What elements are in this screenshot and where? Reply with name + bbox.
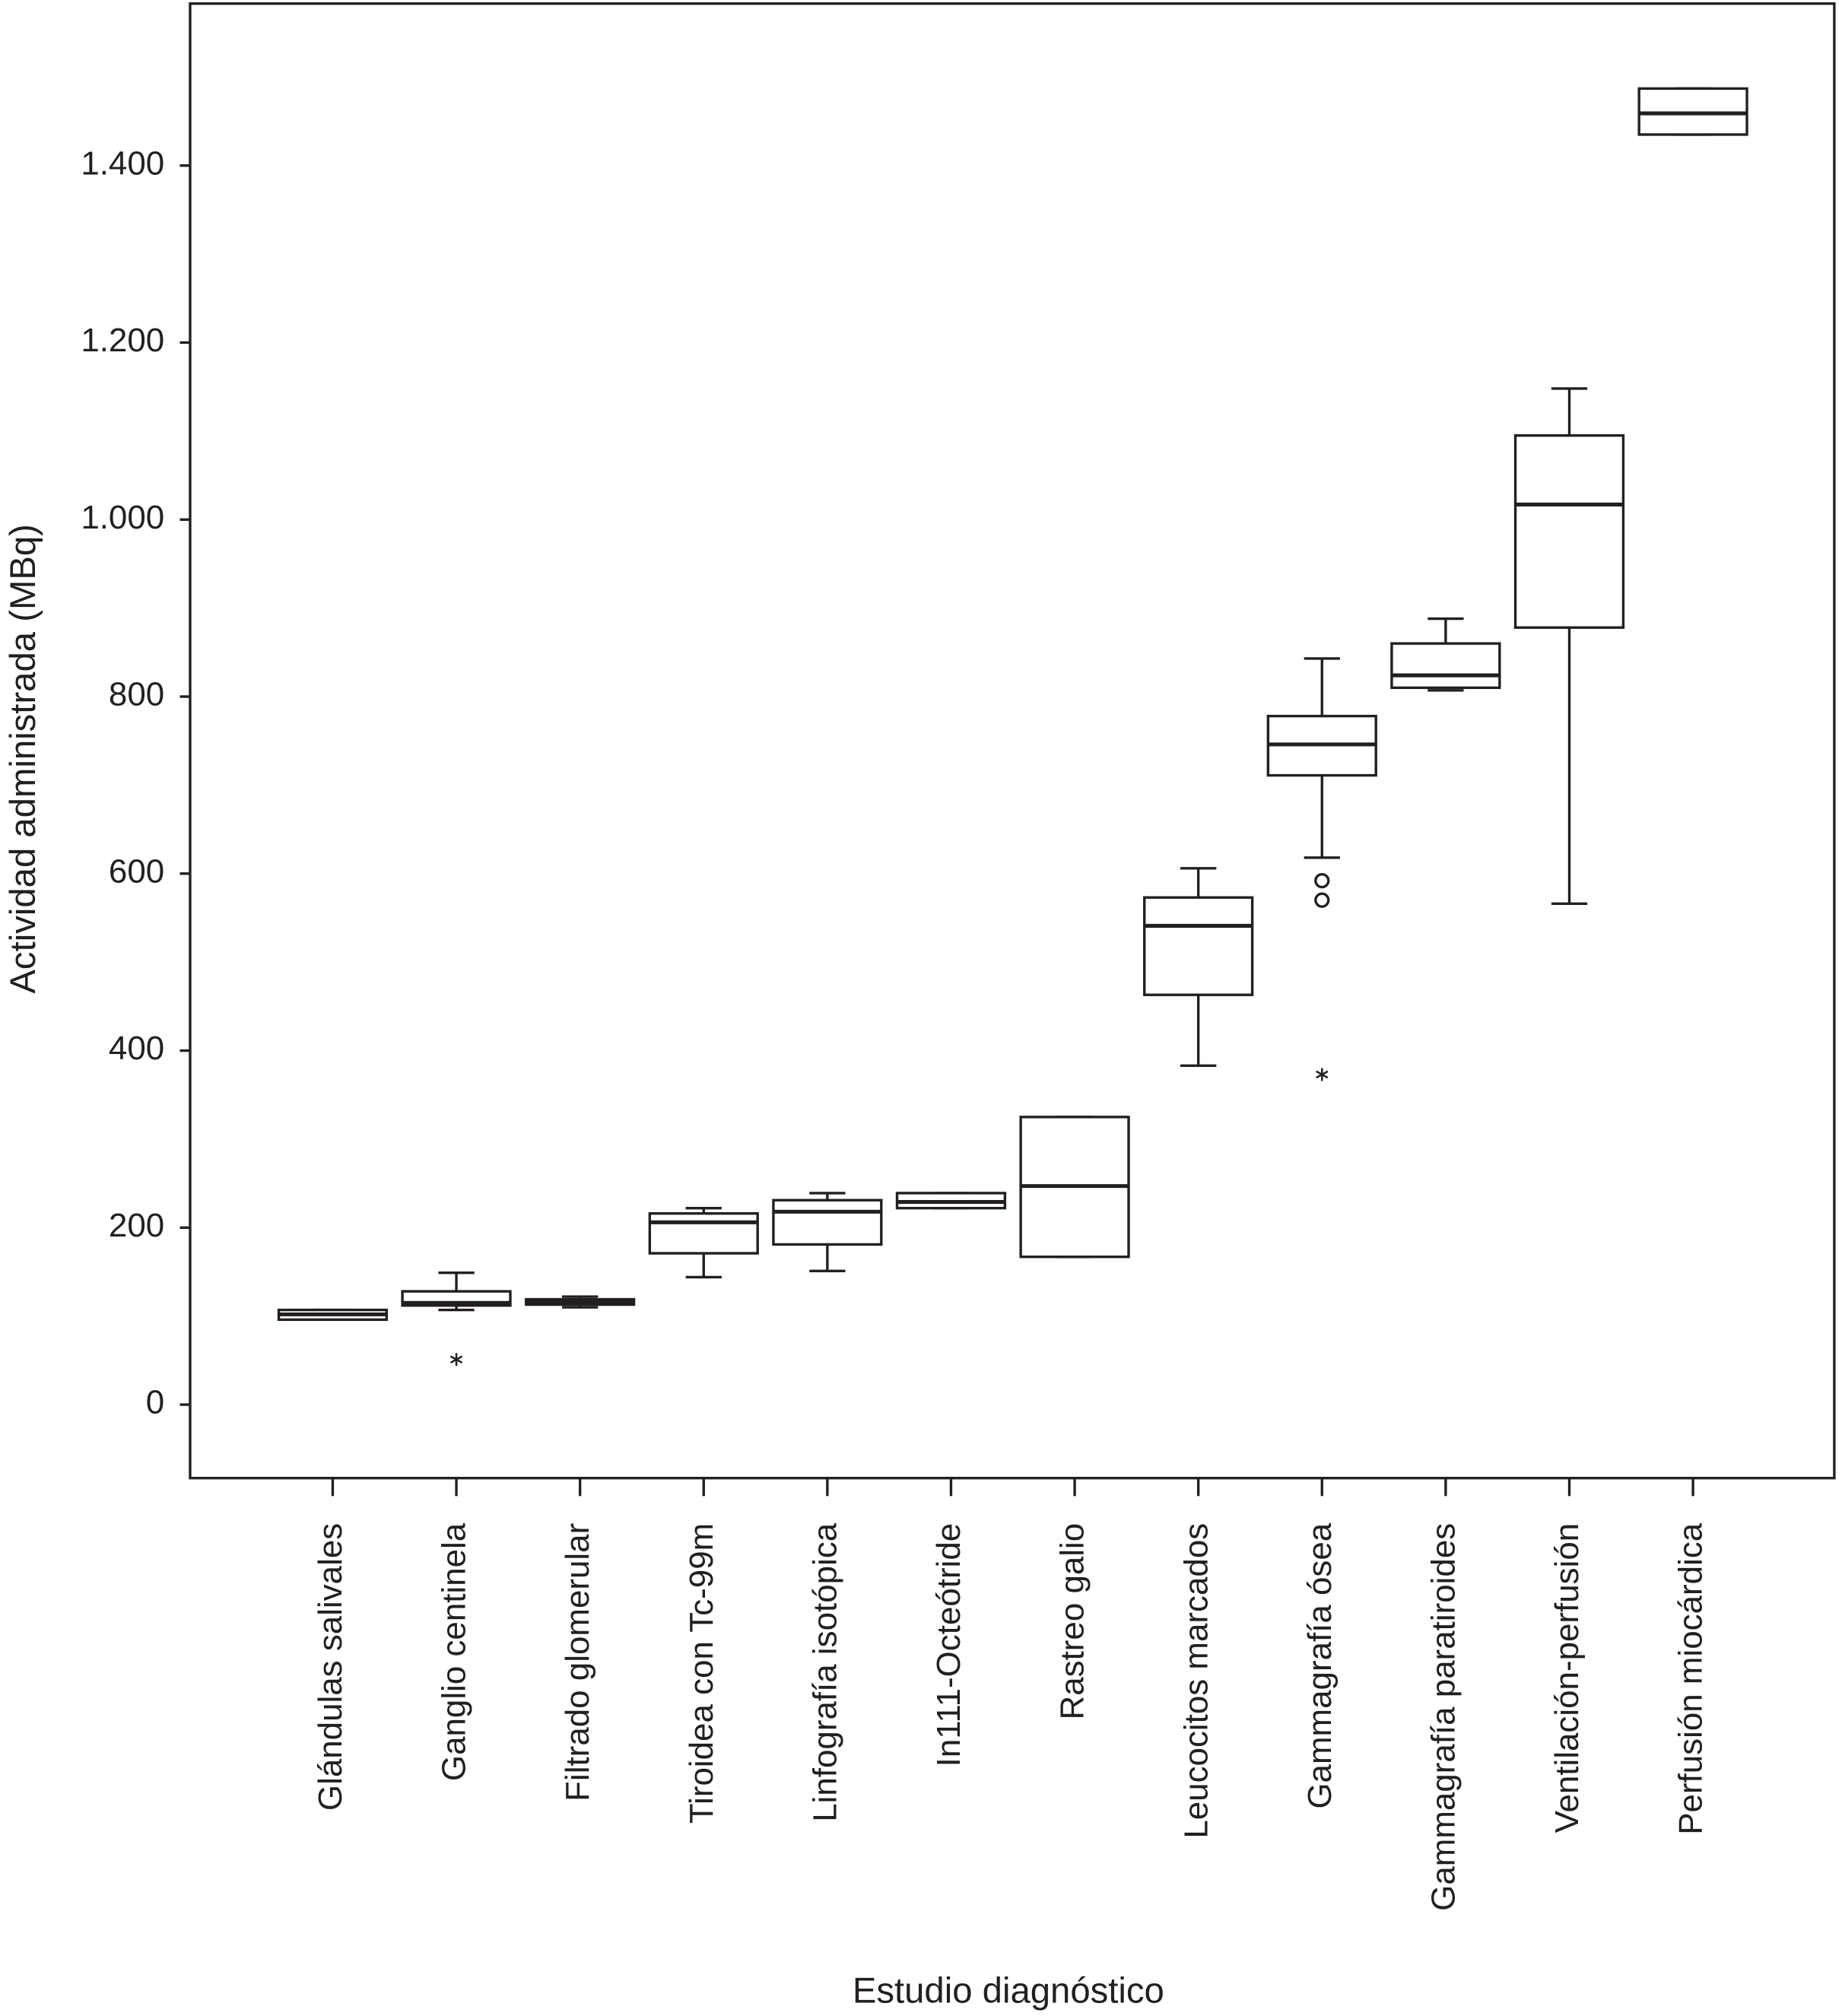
box	[1143, 896, 1254, 996]
x-tick-label: Glándulas salivales	[312, 1523, 349, 1811]
y-tick-label: 1.000	[81, 499, 164, 536]
box	[648, 1211, 759, 1255]
x-tick-label: Rastreo galio	[1054, 1523, 1091, 1720]
outlier	[1314, 892, 1330, 908]
x-tick-label: Ganglio centinela	[436, 1522, 473, 1781]
box	[772, 1198, 883, 1246]
y-axis-title: Actividad administrada (MBq)	[3, 524, 43, 994]
x-tick-label: Ventilación-perfusión	[1548, 1523, 1586, 1833]
x-tick-label: Gammagrafía ósea	[1301, 1522, 1339, 1808]
extreme-outlier	[1316, 1068, 1329, 1081]
box	[1513, 433, 1625, 629]
y-tick-label: 0	[146, 1384, 164, 1421]
y-tick-label: 400	[109, 1030, 164, 1067]
x-tick-label: Perfusión miocárdica	[1672, 1522, 1710, 1835]
x-tick-label: Leucocitos marcados	[1177, 1523, 1215, 1839]
y-tick-label: 1.400	[81, 144, 164, 182]
y-tick-label: 800	[109, 676, 164, 713]
x-tick-label: Tiroidea con Tc-99m	[683, 1523, 720, 1824]
y-tick-label: 1.200	[81, 322, 164, 359]
x-tick-label: Linfografía isotópica	[806, 1522, 843, 1822]
x-axis-title: Estudio diagnóstico	[853, 1970, 1164, 2011]
y-tick-label: 200	[109, 1207, 164, 1244]
y-tick-label: 600	[109, 852, 164, 890]
x-tick-label: Gammagrafía paratiroides	[1424, 1523, 1462, 1911]
x-tick-label: In111-Octeótride	[930, 1523, 967, 1767]
extreme-outlier	[449, 1353, 463, 1367]
x-tick-label: Filtrado glomerular	[559, 1523, 596, 1802]
box	[1390, 642, 1501, 690]
outlier	[1314, 872, 1330, 889]
plot-frame	[189, 2, 1836, 1480]
